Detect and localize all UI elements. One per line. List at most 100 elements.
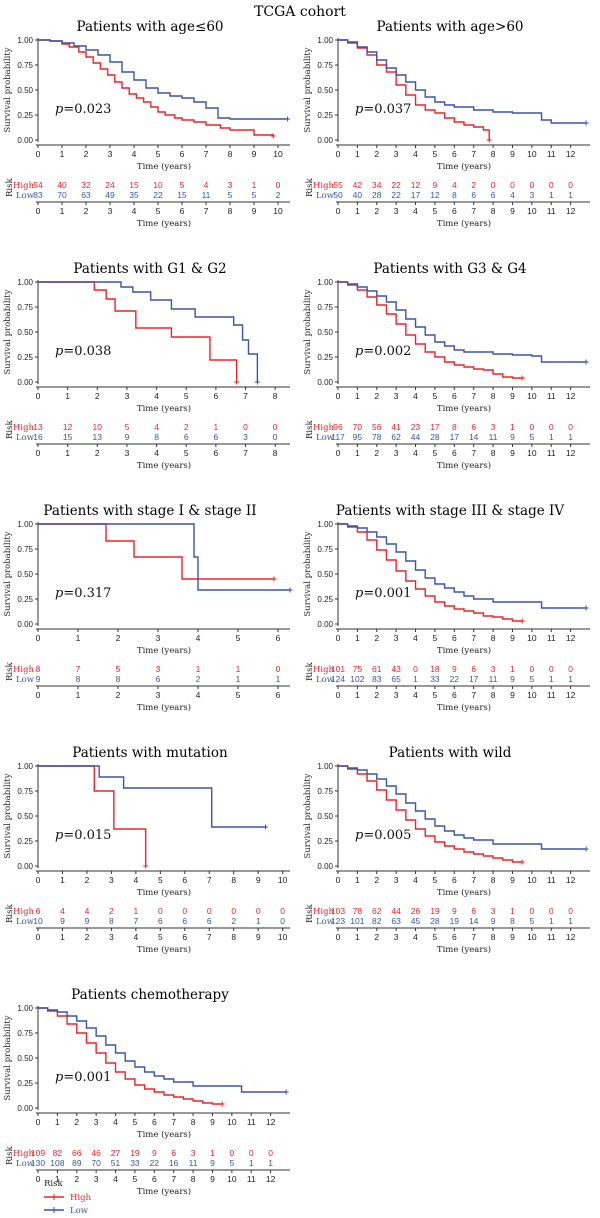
risk-count-high: 0	[276, 664, 281, 674]
risk-count-high: 3	[156, 664, 161, 674]
x-tick-label: 0	[36, 391, 41, 401]
risk-count-high: 1	[214, 422, 219, 432]
risk-count-low: 9	[60, 916, 65, 926]
risk-count-low: 51	[111, 1158, 121, 1168]
x-tick-label: 11	[547, 875, 556, 885]
y-tick-label: 0.75	[17, 61, 33, 70]
y-tick-label: 0.25	[317, 111, 333, 120]
survival-curve-low	[338, 39, 587, 124]
km-panel-5: Patients with stage III & stage IV 0.00 0.…	[303, 503, 590, 713]
censor-mark	[143, 863, 149, 869]
risk-x-tick-label: 1	[60, 932, 65, 942]
x-tick-label: 9	[510, 391, 515, 401]
risk-count-high: 54	[33, 180, 43, 190]
risk-count-low: 9	[491, 916, 496, 926]
risk-count-high: 2	[471, 180, 476, 190]
risk-x-tick-label: 4	[413, 448, 418, 458]
p-value-symbol: p	[55, 344, 64, 359]
risk-count-high: 0	[182, 906, 187, 916]
risk-count-low: 1	[549, 674, 554, 684]
p-value-symbol: p	[355, 586, 364, 601]
x-tick-label: 11	[547, 391, 556, 401]
risk-count-high: 32	[81, 180, 91, 190]
censor-mark	[270, 133, 276, 139]
risk-x-tick-label: 8	[491, 448, 496, 458]
x-tick-label: 4	[413, 875, 418, 885]
x-tick-label: 2	[374, 391, 379, 401]
risk-count-low: 95	[353, 432, 363, 442]
risk-count-high: 22	[391, 180, 401, 190]
risk-count-low: 82	[372, 916, 382, 926]
risk-table-label: Risk	[305, 178, 315, 197]
x-tick-label: 10	[273, 149, 283, 159]
p-value: p=0.005	[355, 828, 411, 843]
p-value-number: =0.005	[363, 828, 411, 843]
y-tick-label: 1.00	[317, 762, 333, 771]
risk-row-label-low: Low	[316, 191, 335, 201]
x-tick-label: 11	[247, 1117, 256, 1127]
risk-x-axis-label: Time (years)	[137, 218, 191, 229]
risk-count-low: 1	[549, 916, 554, 926]
risk-count-high: 55	[333, 180, 343, 190]
risk-count-high: 0	[549, 906, 554, 916]
x-tick-label: 0	[36, 1117, 41, 1127]
risk-count-low: 40	[353, 190, 363, 200]
x-tick-label: 7	[171, 1117, 176, 1127]
risk-count-low: 1	[249, 1158, 254, 1168]
risk-count-high: 0	[158, 906, 163, 916]
y-tick-label: 0.75	[317, 61, 333, 70]
km-panel-6: Patients with mutation 0.00 0.25 0.50 0.75 1.…	[3, 745, 290, 955]
risk-x-tick-label: 5	[184, 448, 189, 458]
panel-title: Patients with age>60	[376, 19, 523, 35]
risk-count-high: 7	[76, 664, 81, 674]
risk-x-tick-label: 11	[547, 690, 556, 700]
risk-x-tick-label: 0	[36, 448, 41, 458]
risk-count-high: 0	[268, 1148, 273, 1158]
y-tick-label: 1.00	[17, 36, 33, 45]
risk-count-high: 3	[491, 664, 496, 674]
risk-count-high: 0	[491, 180, 496, 190]
risk-x-tick-label: 10	[527, 206, 537, 216]
risk-x-tick-label: 6	[452, 206, 457, 216]
risk-x-tick-label: 2	[95, 448, 100, 458]
risk-count-high: 0	[207, 906, 212, 916]
risk-count-high: 6	[171, 1148, 176, 1158]
risk-count-low: 0	[280, 916, 285, 926]
risk-count-low: 83	[33, 190, 43, 200]
x-tick-label: 2	[374, 149, 379, 159]
risk-count-low: 44	[411, 432, 421, 442]
y-tick-label: 0.25	[17, 837, 33, 846]
y-tick-label: 0.75	[317, 303, 333, 312]
x-tick-label: 7	[471, 875, 476, 885]
x-tick-label: 2	[74, 1117, 79, 1127]
risk-row-label-low: Low	[16, 191, 35, 201]
p-value-number: =0.002	[363, 344, 411, 359]
risk-row-label-high: High	[313, 181, 335, 191]
x-tick-label: 10	[527, 633, 537, 643]
risk-count-low: 124	[331, 674, 345, 684]
y-tick-label: 1.00	[317, 36, 333, 45]
risk-x-tick-label: 10	[527, 932, 537, 942]
censor-mark	[234, 379, 240, 385]
risk-count-low: 9	[210, 1158, 215, 1168]
x-tick-label: 1	[355, 391, 360, 401]
risk-count-low: 14	[469, 432, 479, 442]
risk-count-low: 9	[510, 674, 515, 684]
risk-count-low: 11	[489, 432, 498, 442]
risk-table-label: Risk	[5, 662, 15, 681]
risk-x-tick-label: 6	[214, 448, 219, 458]
risk-count-high: 13	[33, 422, 43, 432]
y-axis-label: Survival probability	[303, 47, 313, 132]
risk-x-tick-label: 7	[471, 690, 476, 700]
risk-count-low: 1	[568, 432, 573, 442]
risk-count-low: 11	[202, 190, 211, 200]
y-tick-label: 0.50	[17, 812, 33, 821]
risk-count-high: 0	[529, 906, 534, 916]
y-tick-label: 1.00	[17, 520, 33, 529]
risk-count-low: 130	[31, 1158, 45, 1168]
risk-count-low: 3	[529, 190, 534, 200]
risk-count-low: 9	[510, 432, 515, 442]
p-value-number: =0.015	[63, 828, 111, 843]
x-tick-label: 3	[394, 875, 399, 885]
